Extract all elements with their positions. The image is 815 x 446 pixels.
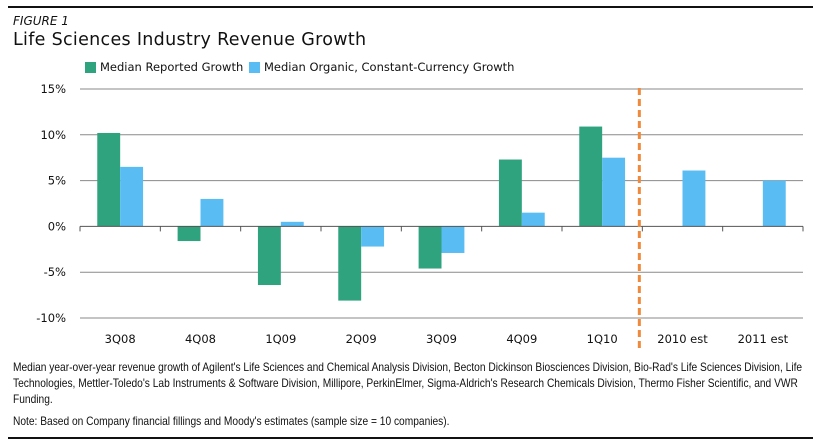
legend-swatch-reported	[85, 61, 96, 73]
y-tick-label: 0%	[48, 219, 66, 233]
bar-organic	[441, 226, 465, 253]
bar-organic	[361, 226, 385, 247]
bar-organic	[200, 198, 224, 227]
bar-organic	[521, 212, 545, 227]
bar-reported	[177, 226, 201, 242]
x-tick-label: 1Q09	[265, 332, 296, 346]
chart-title: Life Sciences Industry Revenue Growth	[13, 30, 367, 50]
bar-reported	[418, 226, 442, 269]
x-tick-label: 1Q10	[587, 332, 618, 346]
bottom-rule	[8, 437, 813, 439]
bar-organic	[602, 157, 626, 227]
legend-swatch-organic	[249, 61, 260, 73]
bar-organic	[120, 166, 144, 227]
y-tick-label: -10%	[36, 311, 66, 325]
x-tick-label: 3Q08	[105, 332, 136, 346]
bar-reported	[97, 132, 121, 227]
x-tick-label: 4Q08	[185, 332, 216, 346]
footnote: Median year-over-year revenue growth of …	[13, 360, 803, 406]
top-rule	[8, 6, 813, 8]
x-tick-label: 2010 est	[657, 332, 708, 346]
x-tick-label: 4Q09	[506, 332, 537, 346]
legend-label-organic: Median Organic, Constant-Currency Growth	[264, 60, 515, 74]
y-tick-label: 5%	[48, 174, 66, 188]
x-tick-label: 2011 est	[738, 332, 789, 346]
legend-label-reported: Median Reported Growth	[100, 60, 244, 74]
y-tick-label: 15%	[40, 82, 66, 96]
x-tick-label: 2Q09	[346, 332, 377, 346]
bar-organic	[682, 170, 706, 227]
figure-label: FIGURE 1	[13, 14, 69, 28]
x-tick-label: 3Q09	[426, 332, 457, 346]
bar-reported	[338, 226, 362, 301]
bar-reported	[498, 159, 522, 227]
bar-organic	[280, 221, 304, 227]
note: Note: Based on Company financial filling…	[13, 414, 450, 428]
legend-item-organic: Median Organic, Constant-Currency Growth	[249, 60, 514, 74]
y-tick-label: 10%	[40, 128, 66, 142]
y-tick-label: -5%	[44, 265, 66, 279]
legend-item-reported: Median Reported Growth	[85, 60, 243, 74]
bar-organic	[762, 180, 786, 227]
bar-reported	[257, 226, 281, 286]
bar-reported	[579, 126, 603, 227]
